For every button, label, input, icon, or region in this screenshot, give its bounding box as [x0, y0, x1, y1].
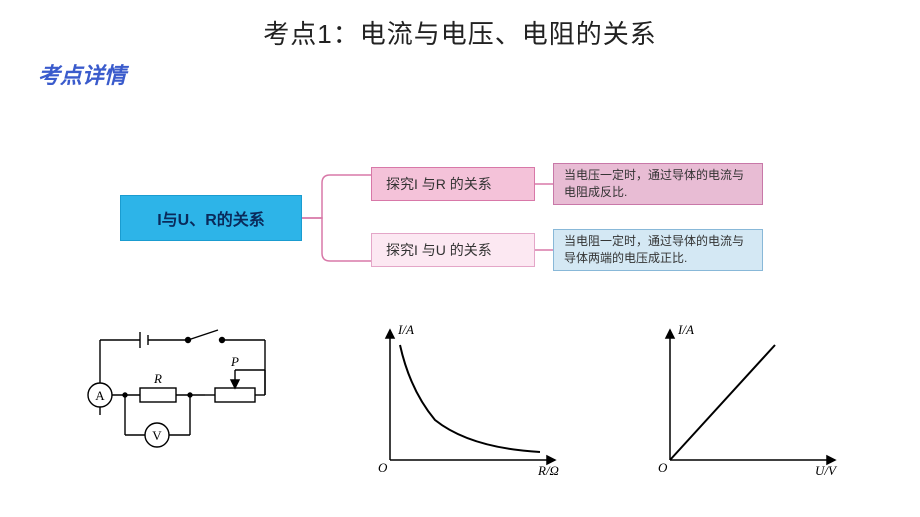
branch-box-2: 探究I 与U 的关系: [371, 233, 535, 267]
voltmeter-label: V: [152, 428, 162, 443]
connector-to-desc-1: [535, 180, 555, 188]
section-subtitle: 考点详情: [38, 58, 126, 90]
branch-1-label: 探究I 与R 的关系: [386, 174, 492, 194]
connector-lines: [302, 165, 372, 275]
connector-to-desc-2: [535, 246, 555, 254]
diagram-row: A V R P I/A R/Ω O I/A U/V O: [70, 320, 850, 480]
branch-2-label: 探究I 与U 的关系: [386, 240, 492, 260]
page-title: 考点1：电流与电压、电阻的关系: [0, 0, 920, 51]
rheostat-label: P: [230, 354, 239, 369]
iu-x-label: U/V: [815, 463, 838, 478]
ir-origin: O: [378, 460, 388, 475]
graph-i-vs-r: I/A R/Ω O: [370, 320, 570, 480]
ir-y-label: I/A: [397, 322, 414, 337]
circuit-diagram: A V R P: [70, 320, 290, 470]
concept-root: I与U、R的关系: [120, 195, 302, 241]
iu-origin: O: [658, 460, 668, 475]
desc-box-2: 当电阻一定时，通过导体的电流与导体两端的电压成正比.: [553, 229, 763, 271]
graph-i-vs-u: I/A U/V O: [650, 320, 850, 480]
resistor-label: R: [153, 371, 162, 386]
concept-root-text: I与U、R的关系: [157, 206, 265, 230]
ir-x-label: R/Ω: [537, 463, 559, 478]
iu-y-label: I/A: [677, 322, 694, 337]
desc-2-text: 当电阻一定时，通过导体的电流与导体两端的电压成正比.: [564, 233, 752, 267]
desc-1-text: 当电压一定时，通过导体的电流与电阻成反比.: [564, 167, 752, 201]
desc-box-1: 当电压一定时，通过导体的电流与电阻成反比.: [553, 163, 763, 205]
ammeter-label: A: [95, 388, 105, 403]
branch-box-1: 探究I 与R 的关系: [371, 167, 535, 201]
